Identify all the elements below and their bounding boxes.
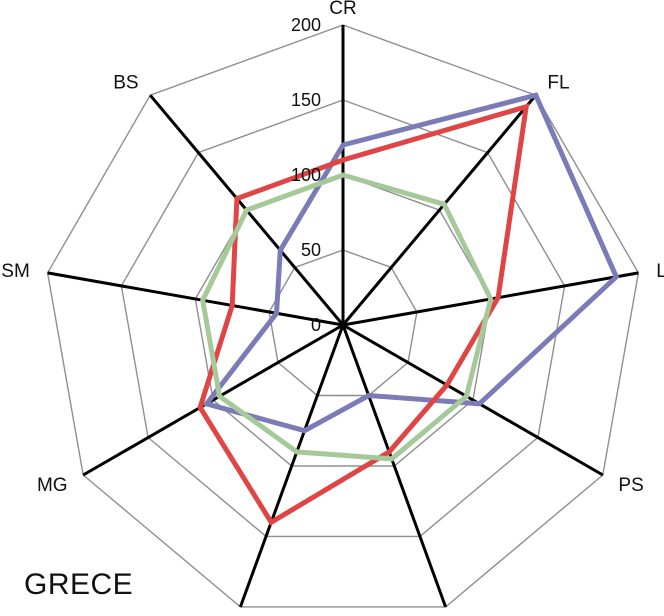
axis-label-fl: FL xyxy=(547,72,569,93)
axis-label-mg: MG xyxy=(37,475,68,496)
spoke-vo xyxy=(341,324,448,608)
axis-label-ps: PS xyxy=(618,475,643,496)
tick-label-0: 0 xyxy=(311,315,321,335)
grid-ring-1 xyxy=(268,249,418,397)
axis-label-vo: VO xyxy=(452,615,479,616)
tick-label-200: 200 xyxy=(291,15,321,35)
radar-tick-labels: 0 50 100 150 200 xyxy=(291,15,321,335)
axis-label-sm: SM xyxy=(1,261,30,282)
series-line-3 xyxy=(200,172,494,462)
spoke-sm xyxy=(47,271,344,327)
series-line-1 xyxy=(202,92,620,434)
tick-label-150: 150 xyxy=(291,90,321,110)
spoke-mg xyxy=(82,323,344,477)
spoke-fl xyxy=(341,94,537,326)
axis-label-cr: CR xyxy=(329,0,356,19)
axis-label-lt: LT xyxy=(213,615,234,616)
tick-label-50: 50 xyxy=(301,240,321,260)
chart-caption: GRECE xyxy=(24,568,134,601)
grid-ring-2 xyxy=(194,174,492,467)
grid-ring-4 xyxy=(46,24,640,608)
spoke-lt xyxy=(238,324,345,608)
tick-label-100: 100 xyxy=(291,165,321,185)
radar-grid xyxy=(46,24,640,608)
series-line-2 xyxy=(197,103,530,526)
spoke-ps xyxy=(342,323,604,477)
axis-label-bs: BS xyxy=(113,72,138,93)
grid-ring-3 xyxy=(120,99,566,538)
axis-label-ls: LS xyxy=(656,261,664,282)
radar-series xyxy=(197,92,620,526)
